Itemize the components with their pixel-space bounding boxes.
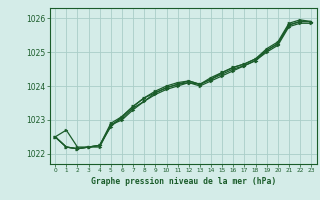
X-axis label: Graphe pression niveau de la mer (hPa): Graphe pression niveau de la mer (hPa) <box>91 177 276 186</box>
